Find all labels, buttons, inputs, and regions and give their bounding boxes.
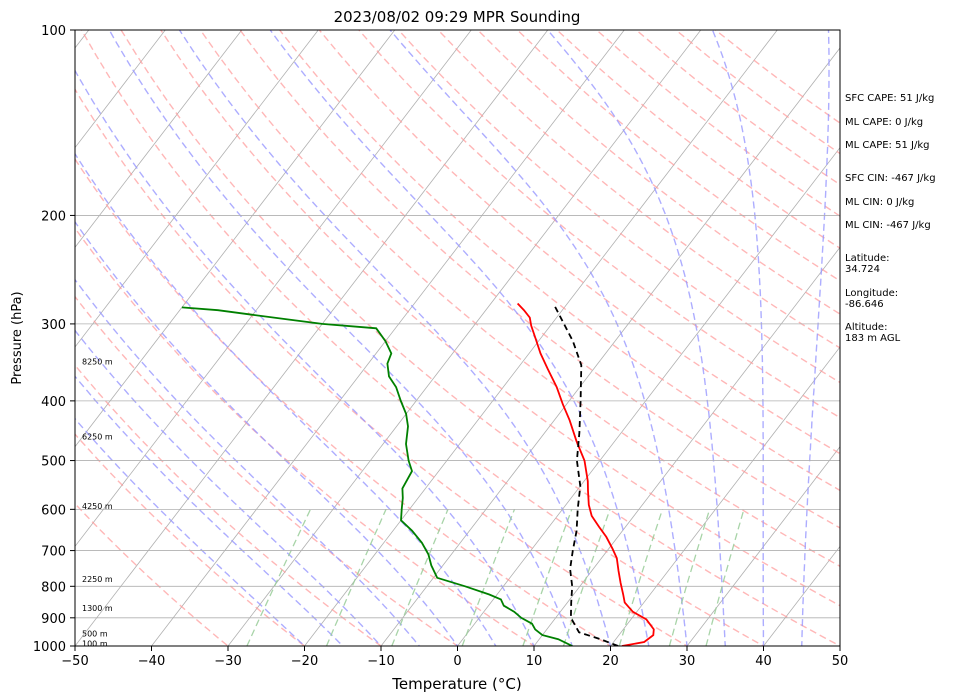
y-tick-label: 400 bbox=[41, 395, 66, 410]
height-label: 500 m bbox=[82, 630, 108, 639]
x-tick-label: 10 bbox=[526, 654, 543, 669]
isotherm-line bbox=[907, 16, 955, 659]
latitude-value: 34.724 bbox=[845, 264, 880, 275]
ml-cape-label-2: ML CAPE: 51 J/kg bbox=[845, 140, 930, 151]
y-tick-label: 200 bbox=[41, 209, 66, 224]
ml-cin-label: ML CIN: 0 J/kg bbox=[845, 197, 915, 208]
isotherm-line bbox=[380, 47, 840, 646]
isotherm-line bbox=[75, 30, 243, 248]
mixing-ratio-line bbox=[618, 509, 664, 646]
dry-adiabat-line bbox=[75, 364, 383, 646]
moist-adiabat-line bbox=[108, 30, 574, 646]
parcel-profile bbox=[553, 304, 619, 646]
x-tick-label: 20 bbox=[602, 654, 619, 669]
isotherm-line bbox=[610, 346, 840, 646]
y-tick-label: 100 bbox=[41, 24, 66, 39]
longitude-value: -86.646 bbox=[845, 299, 884, 310]
isotherm-line bbox=[75, 30, 549, 646]
dry-adiabat-line bbox=[75, 433, 306, 646]
mixing-ratio-line bbox=[705, 509, 745, 646]
y-tick-label: 1000 bbox=[33, 640, 66, 655]
chart-title: 2023/08/02 09:29 MPR Sounding bbox=[334, 8, 581, 26]
moist-adiabat-line bbox=[711, 30, 765, 646]
sfc-cape-label: SFC CAPE: 51 J/kg bbox=[845, 93, 935, 104]
isotherm-line bbox=[75, 30, 472, 548]
isotherm-line bbox=[457, 146, 840, 646]
altitude-label: Altitude: bbox=[845, 322, 888, 333]
isotherm-line bbox=[686, 446, 840, 646]
isotherm-line bbox=[75, 30, 166, 149]
mixing-ratio-line bbox=[668, 509, 711, 646]
height-label: 1300 m bbox=[82, 604, 113, 613]
isotherm-line bbox=[75, 30, 319, 348]
ml-cape-label: ML CAPE: 0 J/kg bbox=[845, 117, 924, 128]
moist-adiabat-line bbox=[75, 329, 382, 646]
dry-adiabat-line bbox=[80, 30, 765, 646]
height-label: 100 m bbox=[82, 639, 108, 648]
latitude-label: Latitude: bbox=[845, 253, 890, 264]
x-tick-label: 30 bbox=[679, 654, 696, 669]
x-tick-label: −10 bbox=[367, 654, 394, 669]
longitude-label: Longitude: bbox=[845, 288, 899, 299]
x-tick-label: 40 bbox=[755, 654, 772, 669]
height-label: 8250 m bbox=[82, 357, 113, 366]
moist-adiabat-line bbox=[75, 417, 306, 646]
x-tick-label: −20 bbox=[291, 654, 318, 669]
x-tick-label: −40 bbox=[138, 654, 165, 669]
moist-adiabat-line bbox=[75, 220, 459, 646]
moist-adiabat-line bbox=[389, 30, 688, 646]
mixing-ratio-line bbox=[461, 509, 516, 646]
dry-adiabat-line bbox=[75, 295, 459, 646]
x-tick-label: 50 bbox=[832, 654, 849, 669]
isotherm-line bbox=[304, 30, 778, 646]
moist-adiabat-line bbox=[546, 30, 726, 646]
sfc-cin-label: SFC CIN: -467 J/kg bbox=[845, 173, 936, 184]
dry-adiabat-line bbox=[75, 157, 612, 646]
moist-adiabat-line bbox=[801, 30, 830, 646]
y-tick-label: 300 bbox=[41, 318, 66, 333]
moist-adiabat-line bbox=[75, 375, 344, 646]
x-tick-label: 0 bbox=[453, 654, 461, 669]
height-label: 2250 m bbox=[82, 575, 113, 584]
x-tick-label: −50 bbox=[61, 654, 88, 669]
dry-adiabat-line bbox=[75, 87, 689, 646]
altitude-value: 183 m AGL bbox=[845, 333, 901, 344]
dry-adiabat-line bbox=[120, 30, 840, 646]
isotherm-line bbox=[151, 30, 625, 646]
height-label: 6250 m bbox=[82, 433, 113, 442]
isotherm-line bbox=[763, 545, 840, 646]
y-tick-label: 900 bbox=[41, 612, 66, 627]
height-label: 4250 m bbox=[82, 502, 113, 511]
temperature-profile bbox=[516, 302, 655, 646]
dry-adiabat-line bbox=[477, 30, 840, 315]
x-tick-label: −30 bbox=[214, 654, 241, 669]
moist-adiabat-line bbox=[269, 30, 650, 646]
plot-frame bbox=[74, 29, 841, 647]
mixing-ratio-line bbox=[562, 509, 611, 646]
dry-adiabat-line bbox=[75, 226, 536, 646]
ml-cin-label-2: ML CIN: -467 J/kg bbox=[845, 220, 931, 231]
moist-adiabat-line bbox=[75, 278, 421, 646]
isotherm-line bbox=[227, 30, 702, 646]
y-axis-label: Pressure (hPa) bbox=[10, 291, 25, 384]
mixing-ratio-line bbox=[522, 509, 573, 646]
mixing-ratio-line bbox=[246, 509, 312, 646]
moist-adiabat-line bbox=[75, 152, 497, 646]
dry-adiabat-line bbox=[199, 30, 840, 568]
isotherm-line bbox=[75, 30, 396, 448]
moist-adiabat-line bbox=[178, 30, 612, 646]
y-tick-label: 800 bbox=[41, 580, 66, 595]
y-tick-label: 600 bbox=[41, 503, 66, 518]
y-tick-label: 700 bbox=[41, 545, 66, 560]
dewpoint-profile bbox=[181, 306, 573, 646]
x-axis-label: Temperature (°C) bbox=[391, 675, 521, 693]
y-tick-label: 500 bbox=[41, 455, 66, 470]
dry-adiabat-line bbox=[75, 502, 230, 646]
